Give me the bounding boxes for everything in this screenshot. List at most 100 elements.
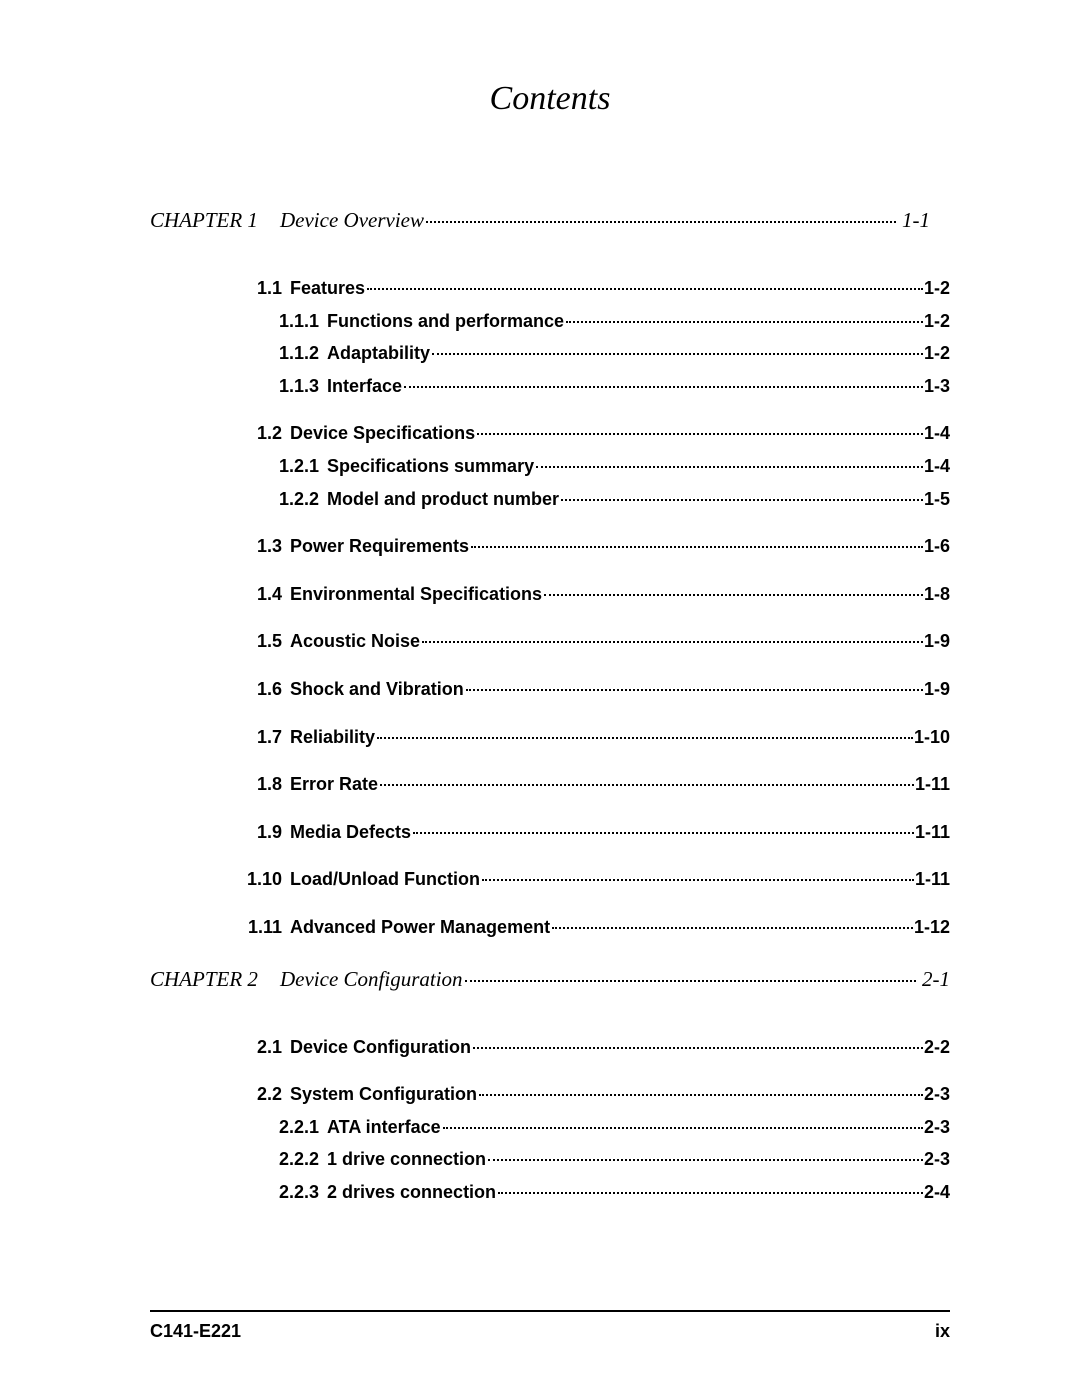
toc-title: Interface [327, 376, 402, 398]
toc-row: 1.6 Shock and Vibration 1-9 [150, 679, 950, 701]
toc-num: 1.1 [150, 278, 290, 300]
toc-row: 1.7 Reliability 1-10 [150, 727, 950, 749]
toc-block: 1.1 Features 1-2 1.1.1 Functions and per… [150, 278, 950, 939]
toc-title: 2 drives connection [327, 1182, 496, 1204]
toc-page: 1-11 [915, 869, 950, 891]
toc-title: Shock and Vibration [290, 679, 464, 701]
toc-title: Environmental Specifications [290, 584, 542, 606]
toc-row: 1.1.3 Interface 1-3 [150, 376, 950, 398]
footer-page-number: ix [935, 1321, 950, 1342]
dot-leader [466, 689, 923, 691]
toc-num: 2.1 [150, 1037, 290, 1059]
toc-row: 1.3 Power Requirements 1-6 [150, 536, 950, 558]
toc-title: Power Requirements [290, 536, 469, 558]
toc-page: Contents CHAPTER 1 Device Overview 1-1 1… [0, 0, 1080, 1397]
toc-row: 1.8 Error Rate 1-11 [150, 774, 950, 796]
dot-leader [473, 1047, 923, 1049]
toc-row: 2.2 System Configuration 2-3 [150, 1084, 950, 1106]
chapter-row: CHAPTER 1 Device Overview 1-1 [150, 208, 950, 233]
dot-leader [561, 499, 923, 501]
toc-page: 1-6 [924, 536, 950, 558]
toc-num: 1.2.2 [150, 489, 327, 511]
toc-title: Device Specifications [290, 423, 475, 445]
toc-title: Acoustic Noise [290, 631, 420, 653]
page-title: Contents [150, 80, 950, 118]
toc-row: 1.9 Media Defects 1-11 [150, 822, 950, 844]
toc-num: 2.2.3 [150, 1182, 327, 1204]
chapter-page: 1-1 [898, 208, 930, 233]
dot-leader [566, 321, 923, 323]
toc-page: 1-2 [924, 311, 950, 333]
toc-page: 1-2 [924, 343, 950, 365]
dot-leader [465, 980, 916, 982]
footer-rule [150, 1310, 950, 1312]
toc-num: 1.9 [150, 822, 290, 844]
toc-row: 1.2.2 Model and product number 1-5 [150, 489, 950, 511]
dot-leader [377, 737, 913, 739]
toc-row: 1.2 Device Specifications 1-4 [150, 423, 950, 445]
toc-page: 1-5 [924, 489, 950, 511]
toc-num: 1.2 [150, 423, 290, 445]
toc-num: 1.3 [150, 536, 290, 558]
chapter-title: Device Overview [280, 208, 424, 233]
toc-row: 2.2.3 2 drives connection 2-4 [150, 1182, 950, 1204]
toc-title: Advanced Power Management [290, 917, 550, 939]
toc-num: 1.5 [150, 631, 290, 653]
toc-title: Functions and performance [327, 311, 564, 333]
chapter-label: CHAPTER 1 [150, 208, 280, 233]
toc-num: 1.1.1 [150, 311, 327, 333]
toc-page: 2-2 [924, 1037, 950, 1059]
chapter-row: CHAPTER 2 Device Configuration 2-1 [150, 967, 950, 992]
toc-row: 1.4 Environmental Specifications 1-8 [150, 584, 950, 606]
toc-row: 1.1.2 Adaptability 1-2 [150, 343, 950, 365]
chapter-page: 2-1 [918, 967, 950, 992]
dot-leader [544, 594, 923, 596]
toc-num: 1.11 [150, 917, 290, 939]
toc-title: System Configuration [290, 1084, 477, 1106]
toc-num: 1.7 [150, 727, 290, 749]
toc-page: 1-9 [924, 679, 950, 701]
chapter-title: Device Configuration [280, 967, 463, 992]
toc-num: 1.10 [150, 869, 290, 891]
dot-leader [367, 288, 923, 290]
toc-row: 2.1 Device Configuration 2-2 [150, 1037, 950, 1059]
toc-page: 1-4 [924, 423, 950, 445]
dot-leader [536, 466, 923, 468]
dot-leader [482, 879, 914, 881]
toc-page: 2-3 [924, 1084, 950, 1106]
toc-page: 1-4 [924, 456, 950, 478]
toc-page: 2-4 [924, 1182, 950, 1204]
toc-title: ATA interface [327, 1117, 441, 1139]
toc-num: 2.2.1 [150, 1117, 327, 1139]
toc-page: 1-3 [924, 376, 950, 398]
dot-leader [404, 386, 923, 388]
toc-title: Features [290, 278, 365, 300]
toc-row: 1.2.1 Specifications summary 1-4 [150, 456, 950, 478]
toc-title: Model and product number [327, 489, 559, 511]
dot-leader [422, 641, 923, 643]
toc-title: Reliability [290, 727, 375, 749]
toc-row: 1.5 Acoustic Noise 1-9 [150, 631, 950, 653]
toc-page: 1-10 [914, 727, 950, 749]
toc-title: 1 drive connection [327, 1149, 486, 1171]
toc-title: Specifications summary [327, 456, 534, 478]
toc-title: Error Rate [290, 774, 378, 796]
toc-num: 1.6 [150, 679, 290, 701]
toc-row: 1.1 Features 1-2 [150, 278, 950, 300]
toc-row: 1.1.1 Functions and performance 1-2 [150, 311, 950, 333]
page-footer: C141-E221 ix [150, 1321, 950, 1342]
dot-leader [479, 1094, 923, 1096]
toc-page: 1-12 [914, 917, 950, 939]
toc-num: 1.8 [150, 774, 290, 796]
dot-leader [477, 433, 923, 435]
toc-page: 1-8 [924, 584, 950, 606]
dot-leader [380, 784, 914, 786]
toc-num: 1.1.2 [150, 343, 327, 365]
toc-title: Media Defects [290, 822, 411, 844]
toc-page: 1-11 [915, 774, 950, 796]
dot-leader [413, 832, 914, 834]
toc-page: 2-3 [924, 1117, 950, 1139]
dot-leader [498, 1192, 923, 1194]
dot-leader [471, 546, 923, 548]
toc-num: 1.2.1 [150, 456, 327, 478]
